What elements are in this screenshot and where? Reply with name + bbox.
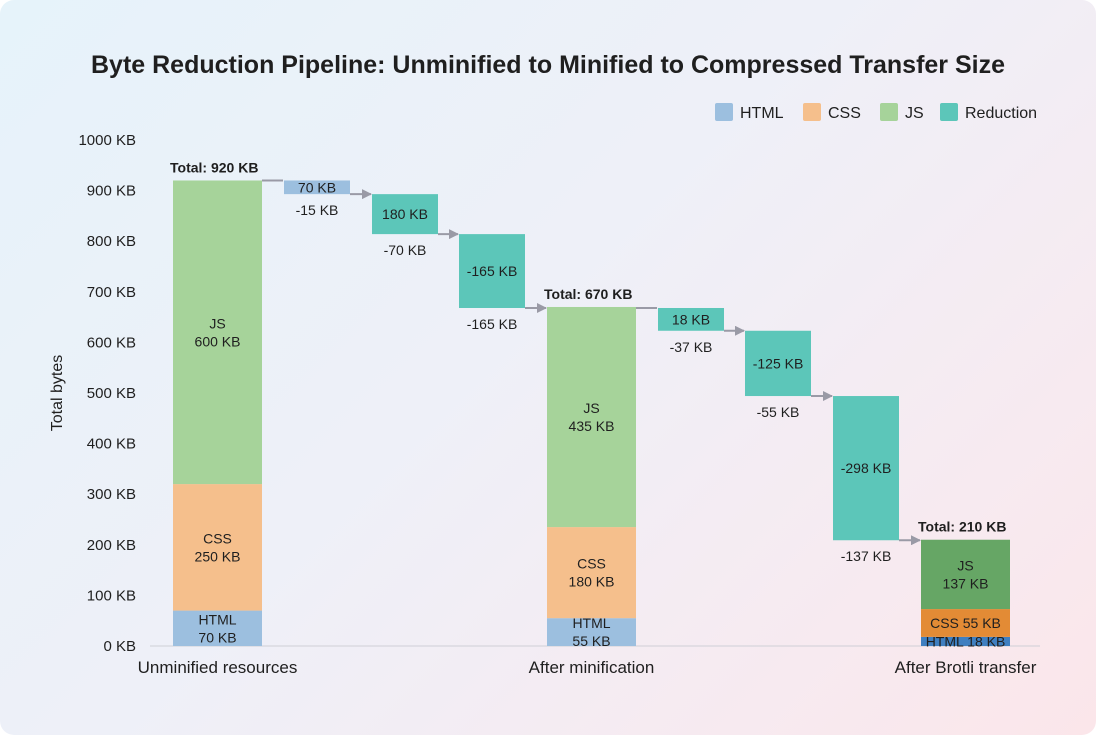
step-bar (372, 194, 438, 235)
step-bar (459, 234, 525, 308)
bar-segment-css (547, 527, 636, 619)
segment-value-label: 250 KB (195, 548, 241, 564)
y-tick-label: 800 KB (87, 233, 136, 250)
y-tick-label: 700 KB (87, 284, 136, 301)
y-tick-label: 300 KB (87, 486, 136, 503)
legend-swatch-js (880, 103, 898, 121)
step-bar (833, 396, 899, 541)
segment-value-label: 435 KB (569, 418, 615, 434)
legend-label: Reduction (965, 105, 1037, 122)
step-bar (658, 307, 724, 331)
bar-segment-css (173, 484, 262, 611)
step-delta-label: -55 KB (757, 404, 800, 420)
segment-label: HTML 18 KB (926, 633, 1006, 649)
segment-label: HTML (198, 611, 236, 627)
segment-value-label: 600 KB (195, 333, 241, 349)
segment-label: JS (957, 557, 973, 573)
y-axis: 0 KB 100 KB 200 KB 300 KB 400 KB 500 KB 600 KB… (78, 132, 1040, 655)
segment-label: JS (583, 400, 599, 416)
bar-segment-js (173, 180, 262, 485)
step-inner-label: -125 KB (753, 355, 804, 371)
step-bar (745, 330, 811, 397)
x-category-label: After minification (529, 658, 655, 677)
y-tick-label: 200 KB (87, 537, 136, 554)
bar-segment-html (173, 610, 262, 646)
total-label: Total: 920 KB (170, 159, 258, 175)
segment-value-label: 180 KB (569, 574, 615, 590)
legend-label: HTML (740, 105, 784, 122)
y-tick-label: 100 KB (87, 587, 136, 604)
chart-marks: HTML 70 KB CSS 250 KB JS 600 KB Total: 920 KB U… (138, 159, 1037, 677)
segment-label: JS (209, 315, 225, 331)
x-category-label: Unminified resources (138, 658, 298, 677)
segment-label: HTML (572, 615, 610, 631)
segment-value-label: 55 KB (572, 633, 610, 649)
segment-label: CSS (203, 530, 232, 546)
step-delta-label: -15 KB (296, 202, 339, 218)
step-delta-label: -165 KB (467, 316, 518, 332)
legend: HTML CSS JS Reduction (715, 103, 1037, 122)
bar-segment-html (921, 636, 1010, 646)
segment-value-label: 70 KB (198, 629, 236, 645)
y-tick-label: 500 KB (87, 385, 136, 402)
segment-value-label: 137 KB (943, 575, 989, 591)
step-inner-label: -298 KB (841, 460, 892, 476)
bar-segment-css (921, 609, 1010, 637)
y-tick-label: 0 KB (103, 638, 136, 655)
segment-label: CSS (577, 556, 606, 572)
legend-label: JS (905, 105, 924, 122)
step-inner-label: 180 KB (382, 206, 428, 222)
x-category-label: After Brotli transfer (895, 658, 1037, 677)
bar-segment-html (547, 618, 636, 646)
legend-swatch-css (803, 103, 821, 121)
bar-segment-js (921, 539, 1010, 610)
chart-title: Byte Reduction Pipeline: Unminified to M… (91, 51, 1005, 79)
legend-swatch-html (715, 103, 733, 121)
total-label: Total: 210 KB (918, 519, 1006, 535)
step-inner-label: 70 KB (298, 179, 336, 195)
step-delta-label: -37 KB (670, 339, 713, 355)
step-inner-label: 18 KB (672, 311, 710, 327)
legend-label: CSS (828, 105, 861, 122)
total-label: Total: 670 KB (544, 286, 632, 302)
y-tick-label: 1000 KB (78, 132, 136, 149)
bar-segment-js (547, 306, 636, 528)
step-delta-label: -137 KB (841, 548, 892, 564)
y-tick-label: 400 KB (87, 436, 136, 453)
step-bar (284, 180, 350, 195)
step-inner-label: -165 KB (467, 263, 518, 279)
y-axis-label: Total bytes (49, 355, 66, 431)
y-tick-label: 900 KB (87, 183, 136, 200)
segment-label: CSS 55 KB (930, 615, 1001, 631)
y-tick-label: 600 KB (87, 334, 136, 351)
legend-swatch-reduction (940, 103, 958, 121)
step-delta-label: -70 KB (384, 242, 427, 258)
